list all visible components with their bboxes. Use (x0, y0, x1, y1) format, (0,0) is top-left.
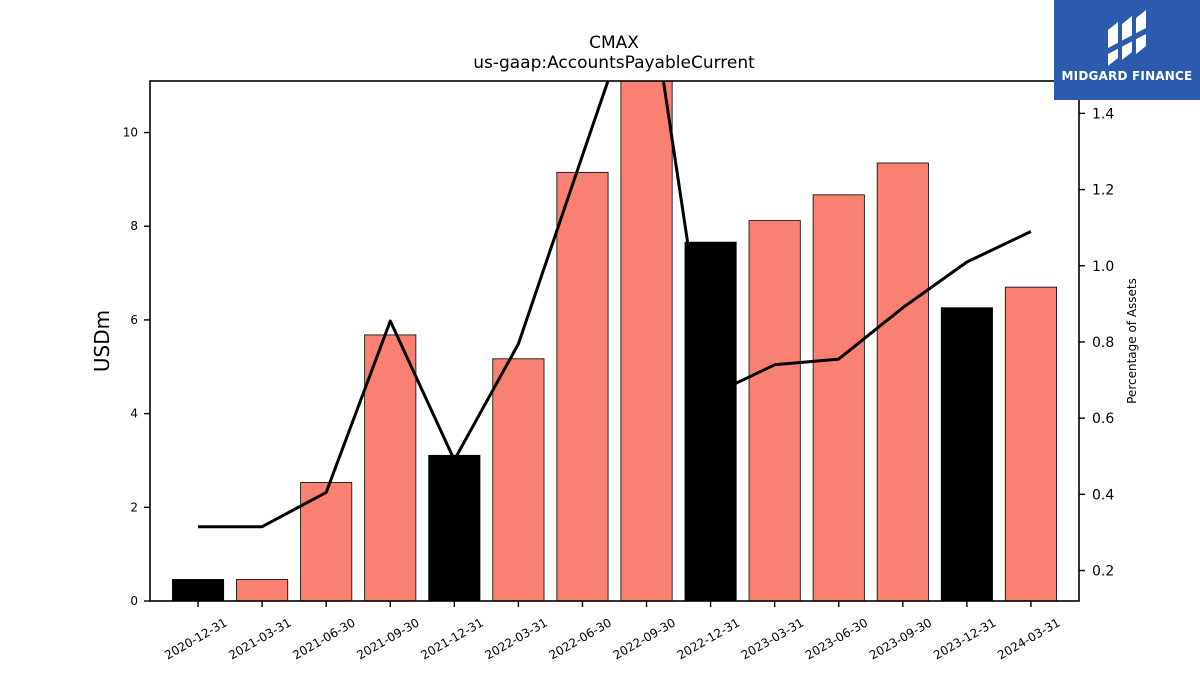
x-tick-label: 2021-03-31 (226, 615, 293, 662)
x-tick-label: 2022-06-30 (547, 615, 614, 662)
bar-2022-06-30 (556, 171, 609, 601)
y-tick-label: 10 (123, 126, 138, 140)
chart-subtitle: us-gaap:AccountsPayableCurrent (473, 53, 755, 73)
bar-2024-03-31 (1004, 286, 1057, 601)
y2-tick-label: 0.4 (1092, 487, 1114, 503)
logo-mark-icon (1108, 10, 1146, 66)
y2-tick-label: 1.4 (1092, 106, 1114, 122)
y2-tick-label: 1.0 (1092, 259, 1114, 275)
x-tick-label: 2024-03-31 (995, 615, 1062, 662)
x-tick-label: 2022-09-30 (611, 615, 678, 662)
x-tick-label: 2023-03-31 (739, 615, 806, 662)
line-series (198, 81, 1032, 529)
y2-tick-label: 0.2 (1092, 564, 1114, 580)
x-tick-label: 2020-12-31 (162, 615, 229, 662)
y2-tick-label: 1.2 (1092, 183, 1114, 199)
x-tick-label: 2023-09-30 (867, 615, 934, 662)
bar-2021-12-31 (428, 454, 481, 601)
bar-2022-12-31 (684, 241, 737, 601)
x-tick-label: 2021-09-30 (354, 615, 421, 662)
y-tick-label: 8 (130, 219, 138, 233)
y-tick-label: 0 (130, 594, 138, 608)
y2-tick-label: 0.6 (1092, 411, 1114, 427)
y-tick-label: 4 (130, 407, 138, 421)
bar-2023-12-31 (940, 307, 993, 601)
bar-2021-03-31 (236, 579, 289, 601)
bar-2023-06-30 (812, 194, 865, 601)
x-tick-label: 2021-12-31 (418, 615, 485, 662)
plot-frame (149, 80, 1080, 602)
y-axis-label: USDm (90, 310, 114, 372)
brand-logo: MIDGARD FINANCE (1054, 0, 1200, 100)
y-tick-label: 2 (130, 500, 138, 514)
y2-axis-label: Percentage of Assets (1125, 278, 1139, 404)
bar-2021-06-30 (300, 482, 353, 601)
bar-2023-09-30 (876, 162, 929, 601)
chart-title: CMAX (589, 33, 639, 53)
y2-tick-label: 0.8 (1092, 335, 1114, 351)
x-tick-label: 2021-06-30 (290, 615, 357, 662)
logo-text: MIDGARD FINANCE (1061, 69, 1193, 83)
x-tick-label: 2023-12-31 (931, 615, 998, 662)
x-tick-label: 2022-12-31 (675, 615, 742, 662)
bar-series (172, 81, 1057, 601)
bar-2022-03-31 (492, 358, 545, 601)
assets-pct-line (198, 81, 1032, 529)
x-tick-label: 2022-03-31 (482, 615, 549, 662)
bar-2022-09-30 (620, 81, 673, 601)
bar-2020-12-31 (172, 579, 225, 601)
bar-2023-03-31 (748, 220, 801, 601)
x-tick-label: 2023-06-30 (803, 615, 870, 662)
bar-2021-09-30 (364, 334, 417, 601)
y-tick-label: 6 (130, 313, 138, 327)
